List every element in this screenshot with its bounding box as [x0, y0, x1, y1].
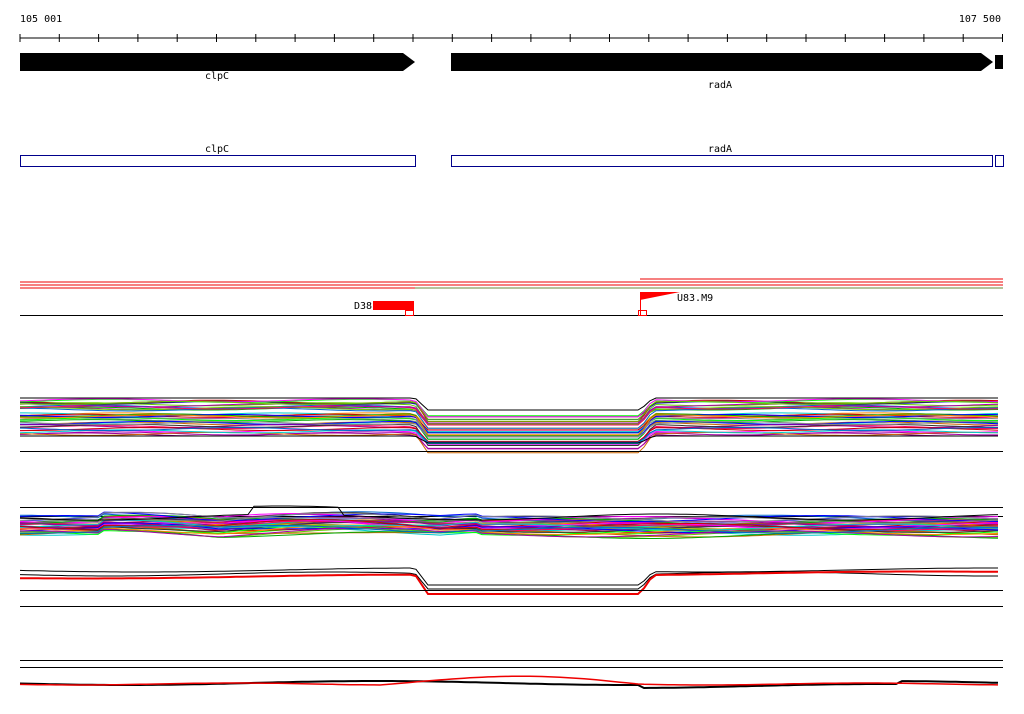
signal-line — [19, 431, 999, 454]
ruler-end: 107 500 — [959, 14, 1001, 25]
signal-line — [19, 567, 998, 586]
transcript-box — [451, 155, 993, 167]
feature-anchor — [638, 310, 647, 316]
transcript-label: radA — [708, 144, 732, 155]
signal-line — [19, 675, 999, 686]
signal-line — [19, 413, 999, 436]
feature-anchor — [405, 310, 414, 316]
signal-line — [19, 570, 998, 595]
signal-line — [20, 435, 998, 444]
signal-line — [20, 403, 999, 424]
signal-line — [19, 421, 999, 438]
signal-line — [19, 524, 999, 535]
transcript-box — [995, 155, 1004, 167]
signal-line — [19, 519, 999, 531]
signal-line — [19, 522, 999, 533]
signal-line — [19, 511, 999, 523]
signal-line — [19, 505, 999, 521]
signal-line — [19, 402, 999, 425]
signal-line — [19, 423, 999, 446]
signal-line — [19, 680, 999, 690]
signal-line — [20, 397, 998, 411]
gene-label: clpC — [205, 71, 229, 82]
transcript-box — [20, 155, 416, 167]
feature-block — [373, 301, 414, 310]
signal-line — [19, 407, 999, 429]
signal-line — [19, 429, 998, 445]
signal-line — [19, 400, 999, 420]
feature-track: D38 U83.M9 — [20, 278, 1003, 316]
ruler-ticks — [19, 34, 1003, 42]
signal-line — [19, 431, 998, 450]
feature-label: U83.M9 — [677, 293, 713, 304]
signal-tracks — [19, 397, 1003, 690]
signal-line — [19, 413, 999, 431]
signal-line — [19, 524, 999, 534]
signal-line — [20, 427, 999, 442]
gene-arrow — [20, 53, 415, 71]
gene-block — [995, 55, 1003, 69]
gene-label: radA — [708, 80, 732, 91]
feature-flag — [640, 292, 680, 300]
gene-arrow — [451, 53, 993, 71]
ruler-start: 105 001 — [20, 14, 62, 25]
feature-label: D38 — [354, 301, 372, 312]
signal-line — [19, 512, 999, 524]
signal-line — [19, 571, 998, 590]
transcript-label: clpC — [205, 144, 229, 155]
signal-line — [19, 405, 999, 426]
signal-line — [19, 414, 999, 436]
signal-line — [19, 511, 999, 523]
signal-line — [19, 427, 998, 443]
